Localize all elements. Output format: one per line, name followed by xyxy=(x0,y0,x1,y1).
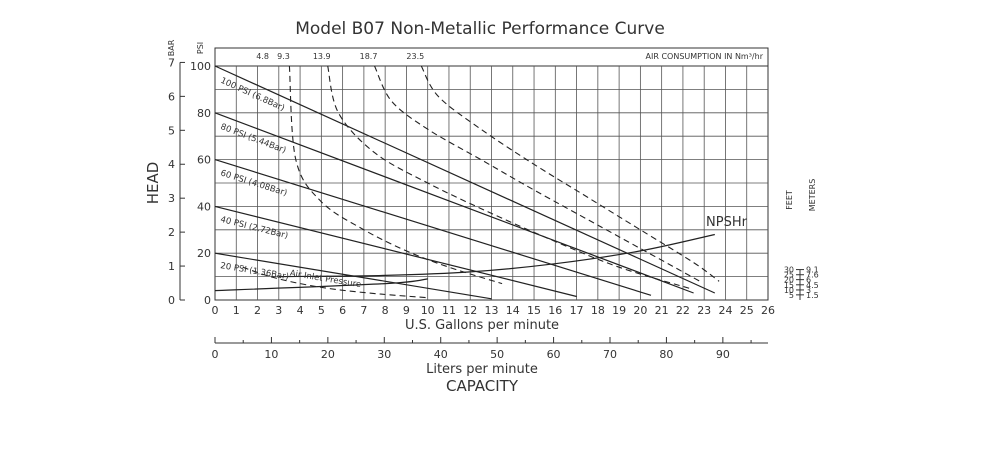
air-consumption-value: 23.5 xyxy=(406,52,424,61)
x-tick-label: 26 xyxy=(761,304,775,317)
x-tick-label: 23 xyxy=(697,304,711,317)
feet-tick-label: 5 xyxy=(789,291,794,300)
bar-tick-label: 2 xyxy=(168,226,175,239)
x-tick-label: 5 xyxy=(318,304,325,317)
x-tick-label: 8 xyxy=(382,304,389,317)
series-line xyxy=(214,205,577,298)
x-tick-label: 10 xyxy=(421,304,435,317)
meters-tick-label: 9.1 xyxy=(806,266,819,275)
psi-tick-label: 0 xyxy=(204,294,211,307)
x-tick-label: 17 xyxy=(570,304,584,317)
x-tick-label: 7 xyxy=(360,304,367,317)
x-tick-label: 13 xyxy=(485,304,499,317)
feet-tick-label: 30 xyxy=(784,266,794,275)
air-consumption-curve xyxy=(288,65,503,285)
bar-tick-label: 6 xyxy=(168,90,175,103)
feet-tick-label: 25 xyxy=(784,271,794,280)
bar-tick-label: 4 xyxy=(168,158,175,171)
x-tick-label: 20 xyxy=(633,304,647,317)
x-tick-label: 4 xyxy=(297,304,304,317)
lpm-tick-label: 20 xyxy=(321,348,335,361)
capacity-label: CAPACITY xyxy=(446,377,519,395)
lpm-tick-label: 60 xyxy=(547,348,561,361)
x-tick-label: 9 xyxy=(403,304,410,317)
series-label: 100 PSI (6.8Bar) xyxy=(219,76,286,114)
bar-tick-label: 3 xyxy=(168,192,175,205)
air-consumption-value: 18.7 xyxy=(360,52,378,61)
meters-tick-label: 4.5 xyxy=(806,281,819,290)
feet-tick-label: 20 xyxy=(784,276,794,285)
meters-tick-label: 7.6 xyxy=(806,271,819,280)
x-tick-label: 11 xyxy=(442,304,456,317)
series-line xyxy=(214,159,652,296)
lpm-tick-label: 80 xyxy=(659,348,673,361)
npshr-label: NPSHr xyxy=(706,215,748,230)
bar-tick-label: 0 xyxy=(168,294,175,307)
air-consumption-value: 4.8 xyxy=(256,52,269,61)
feet-label: FEET xyxy=(785,190,794,210)
x2-axis-label: Liters per minute xyxy=(426,362,538,377)
x-tick-label: 24 xyxy=(718,304,732,317)
lpm-tick-label: 30 xyxy=(377,348,391,361)
psi-tick-label: 60 xyxy=(197,154,211,167)
feet-tick-label: 10 xyxy=(784,286,794,295)
lpm-tick-label: 70 xyxy=(603,348,617,361)
x-tick-label: 2 xyxy=(254,304,261,317)
x-tick-label: 1 xyxy=(233,304,240,317)
x-tick-label: 18 xyxy=(591,304,605,317)
bar-tick-label: 5 xyxy=(168,124,175,137)
series-line xyxy=(214,65,716,294)
x-axis-label: U.S. Gallons per minute xyxy=(405,318,559,333)
air-consumption-value: 13.9 xyxy=(313,52,331,61)
x-tick-label: 19 xyxy=(612,304,626,317)
air-consumption-value: 9.3 xyxy=(277,52,290,61)
bar-tick-label: 1 xyxy=(168,260,175,273)
bar-label: BAR xyxy=(167,39,176,56)
chart-title: Model B07 Non-Metallic Performance Curve xyxy=(295,19,665,39)
meters-label: METERS xyxy=(808,179,817,212)
x-tick-label: 15 xyxy=(527,304,541,317)
lpm-tick-label: 40 xyxy=(434,348,448,361)
lpm-tick-label: 90 xyxy=(716,348,730,361)
x-tick-label: 6 xyxy=(339,304,346,317)
lpm-tick-label: 10 xyxy=(264,348,278,361)
lpm-tick-label: 0 xyxy=(212,348,219,361)
curves xyxy=(214,65,720,300)
psi-tick-label: 20 xyxy=(197,247,211,260)
meters-tick-label: 1.5 xyxy=(806,291,819,300)
bar-tick-label: 7 xyxy=(168,56,175,69)
series-label: 60 PSI (4.08Bar) xyxy=(219,168,288,198)
psi-tick-label: 40 xyxy=(197,200,211,213)
x-tick-label: 14 xyxy=(506,304,520,317)
x-tick-label: 22 xyxy=(676,304,690,317)
psi-label: PSI xyxy=(196,42,205,54)
series-line xyxy=(278,233,715,278)
lpm-tick-label: 50 xyxy=(490,348,504,361)
x-tick-label: 3 xyxy=(275,304,282,317)
psi-tick-label: 100 xyxy=(190,60,211,73)
series-line xyxy=(214,112,694,294)
air-consumption-curve xyxy=(242,266,428,299)
psi-tick-label: 80 xyxy=(197,107,211,120)
feet-tick-label: 15 xyxy=(784,281,794,290)
air-consumption-curve xyxy=(374,65,701,282)
meters-tick-label: 3 xyxy=(806,286,811,295)
x-tick-label: 16 xyxy=(548,304,562,317)
air-consumption-curve xyxy=(327,65,690,289)
series-line xyxy=(214,278,428,292)
x-tick-label: 21 xyxy=(655,304,669,317)
x-tick-label: 12 xyxy=(463,304,477,317)
head-label: HEAD xyxy=(144,162,162,205)
x-tick-label: 0 xyxy=(212,304,219,317)
air-consumption-curve xyxy=(420,65,720,282)
x-tick-label: 25 xyxy=(740,304,754,317)
grid xyxy=(179,47,804,344)
meters-tick-label: 6 xyxy=(806,276,811,285)
air-consumption-label: AIR CONSUMPTION IN Nm³/hr xyxy=(646,52,764,61)
